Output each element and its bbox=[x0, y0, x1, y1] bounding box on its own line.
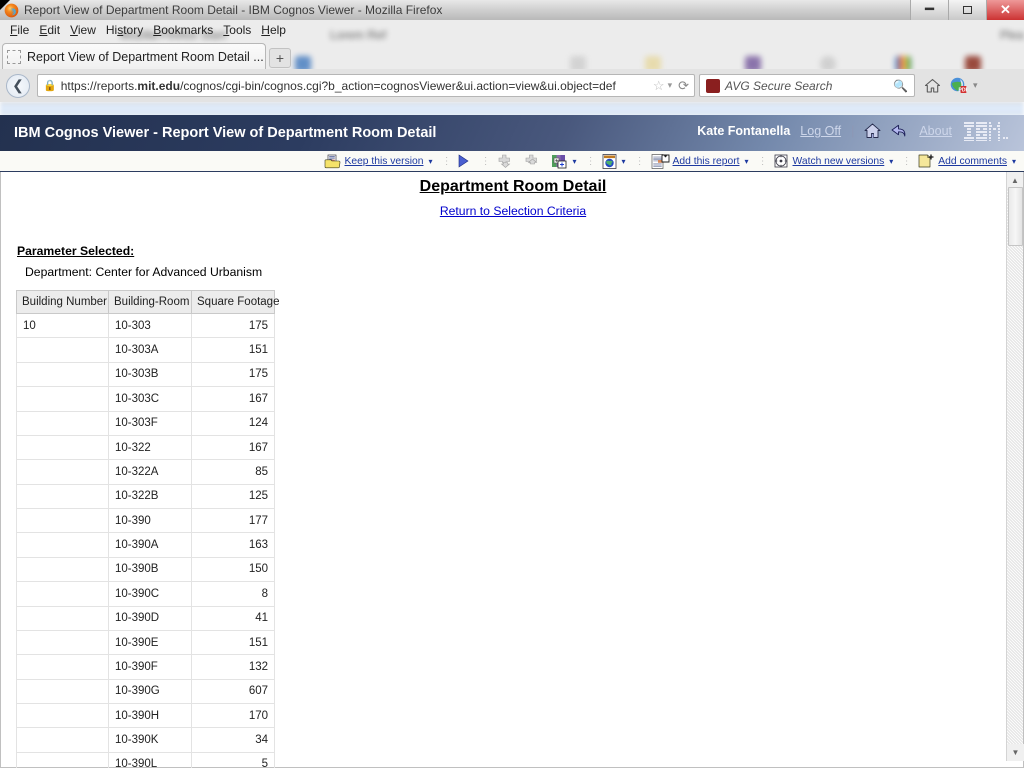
svg-text:PDF: PDF bbox=[959, 87, 968, 93]
